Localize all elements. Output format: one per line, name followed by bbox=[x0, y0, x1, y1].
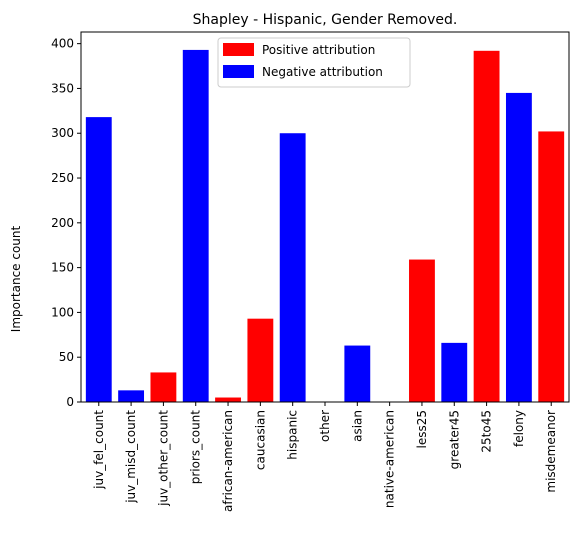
legend-label: Positive attribution bbox=[262, 43, 375, 57]
bar-hispanic bbox=[279, 133, 306, 403]
y-tick-label: 0 bbox=[66, 395, 74, 409]
legend-label: Negative attribution bbox=[262, 65, 383, 79]
x-tick-label: 25to45 bbox=[480, 410, 494, 453]
y-tick-label: 200 bbox=[51, 216, 74, 230]
bar-felony bbox=[505, 92, 532, 403]
x-ticks-group: juv_fel_count juv_misd_count juv_other_cou… bbox=[92, 402, 558, 512]
bar-asian bbox=[344, 345, 371, 402]
y-tick-label: 300 bbox=[51, 126, 74, 140]
y-ticks-group: 0 50 100 150 200 250 300 350 400 bbox=[51, 37, 81, 409]
y-tick-label: 150 bbox=[51, 261, 74, 275]
x-tick-label: african-american bbox=[221, 410, 235, 512]
bars-group bbox=[85, 49, 565, 403]
bar-african-american bbox=[215, 397, 241, 402]
bar-priors_count bbox=[182, 49, 209, 403]
bar-less25 bbox=[409, 259, 435, 402]
y-tick-label: 350 bbox=[51, 81, 74, 95]
y-tick-label: 50 bbox=[59, 350, 74, 364]
x-tick-label: greater45 bbox=[447, 410, 461, 469]
bar-juv_fel_count bbox=[85, 117, 112, 403]
x-tick-label: asian bbox=[350, 410, 364, 442]
chart-title: Shapley - Hispanic, Gender Removed. bbox=[193, 12, 458, 28]
bar-juv_misd_count bbox=[118, 390, 145, 402]
legend-swatch bbox=[223, 65, 254, 78]
y-tick-label: 100 bbox=[51, 305, 74, 319]
x-tick-label: native-american bbox=[383, 410, 397, 508]
x-tick-label: priors_count bbox=[189, 410, 203, 485]
x-tick-label: hispanic bbox=[286, 410, 300, 460]
x-tick-label: caucasian bbox=[253, 410, 267, 470]
bar-juv_other_count bbox=[150, 372, 177, 402]
bar-25to45 bbox=[473, 50, 500, 403]
x-tick-label: misdemeanor bbox=[544, 410, 558, 493]
legend: Positive attribution Negative attribution bbox=[217, 37, 411, 88]
x-tick-label: juv_misd_count bbox=[124, 410, 138, 504]
x-tick-label: juv_fel_count bbox=[92, 410, 106, 490]
bar-misdemeanor bbox=[538, 131, 565, 402]
y-tick-label: 400 bbox=[51, 37, 74, 51]
bar-greater45 bbox=[441, 342, 468, 402]
plot-frame bbox=[80, 31, 570, 403]
x-tick-label: other bbox=[318, 410, 332, 442]
legend-box bbox=[217, 37, 411, 88]
y-tick-label: 250 bbox=[51, 171, 74, 185]
x-tick-label: felony bbox=[512, 410, 526, 447]
x-tick-label: less25 bbox=[415, 410, 429, 449]
y-axis-label: Importance count bbox=[9, 225, 23, 332]
x-tick-label: juv_other_count bbox=[156, 410, 170, 507]
legend-swatch bbox=[223, 43, 254, 56]
bar-caucasian bbox=[247, 318, 274, 402]
